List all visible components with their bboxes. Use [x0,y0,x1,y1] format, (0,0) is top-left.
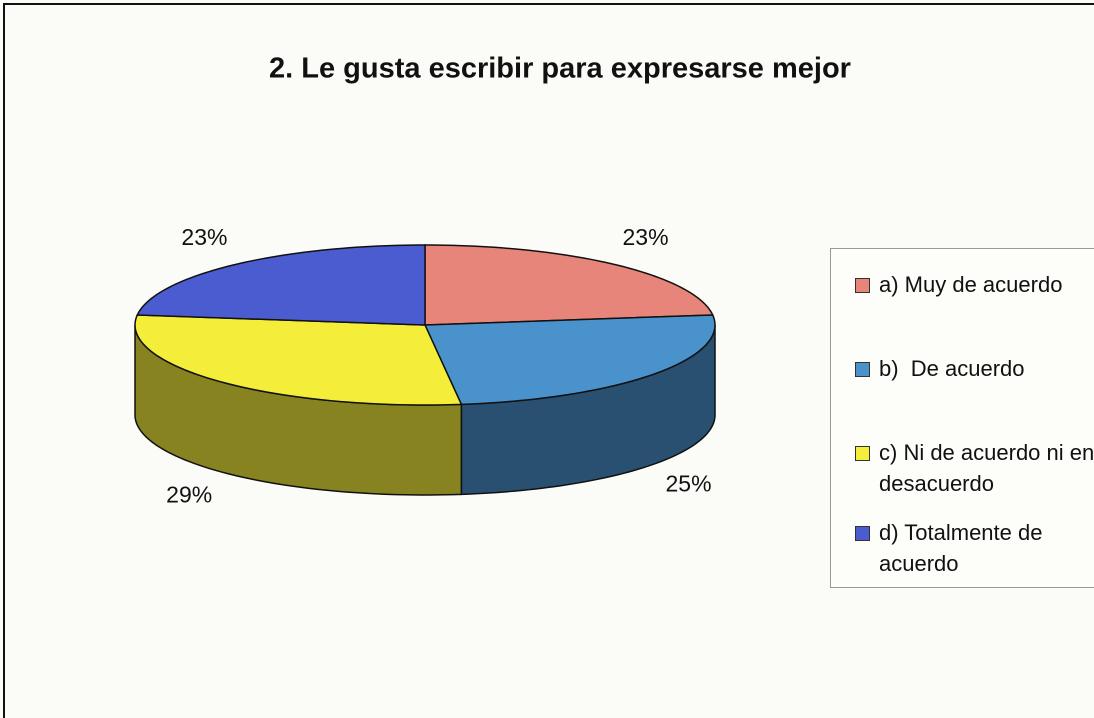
legend-swatch [855,362,870,377]
legend-label: c) Ni de acuerdo ni en desacuerdo [879,440,1094,496]
slice [423,314,716,406]
legend-item: d) Totalmente de acuerdo [855,517,1094,579]
legend-swatch [855,446,870,461]
slice [136,244,426,326]
legend-label: b) De acuerdo [879,356,1025,381]
legend-label: a) Muy de acuerdo [879,272,1063,297]
legend-item: c) Ni de acuerdo ni en desacuerdo [855,437,1094,499]
legend-label: d) Totalmente de acuerdo [879,520,1049,576]
data-label: 23% [623,224,669,250]
chart-title: 2. Le gusta escribir para expresarse mej… [269,53,851,85]
slice [134,314,463,406]
legend-item: a) Muy de acuerdo [855,269,1094,300]
legend-swatch [855,278,870,293]
legend: a) Muy de acuerdo b) De acuerdo c) Ni de a… [830,248,1094,588]
slice [424,244,714,326]
frame-border [3,3,1094,718]
legend-item: b) De acuerdo [855,353,1094,384]
data-label: 29% [166,481,212,507]
data-label: 25% [665,471,711,497]
data-label: 23% [181,224,227,250]
legend-swatch [855,526,870,541]
